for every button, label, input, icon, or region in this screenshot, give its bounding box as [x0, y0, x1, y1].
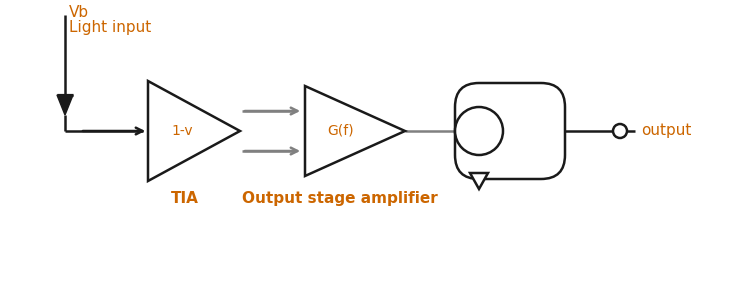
Text: Light input: Light input: [69, 20, 152, 35]
Polygon shape: [470, 173, 488, 189]
Circle shape: [613, 124, 627, 138]
Text: output: output: [641, 123, 692, 138]
Polygon shape: [57, 95, 73, 115]
Text: Output stage amplifier: Output stage amplifier: [242, 191, 438, 206]
Text: 1-v: 1-v: [172, 124, 194, 138]
Text: TIA: TIA: [171, 191, 199, 206]
Ellipse shape: [455, 107, 503, 155]
Text: Vb: Vb: [69, 5, 89, 20]
Text: G(f): G(f): [327, 124, 354, 138]
Polygon shape: [148, 81, 240, 181]
Polygon shape: [305, 86, 405, 176]
FancyBboxPatch shape: [455, 83, 565, 179]
